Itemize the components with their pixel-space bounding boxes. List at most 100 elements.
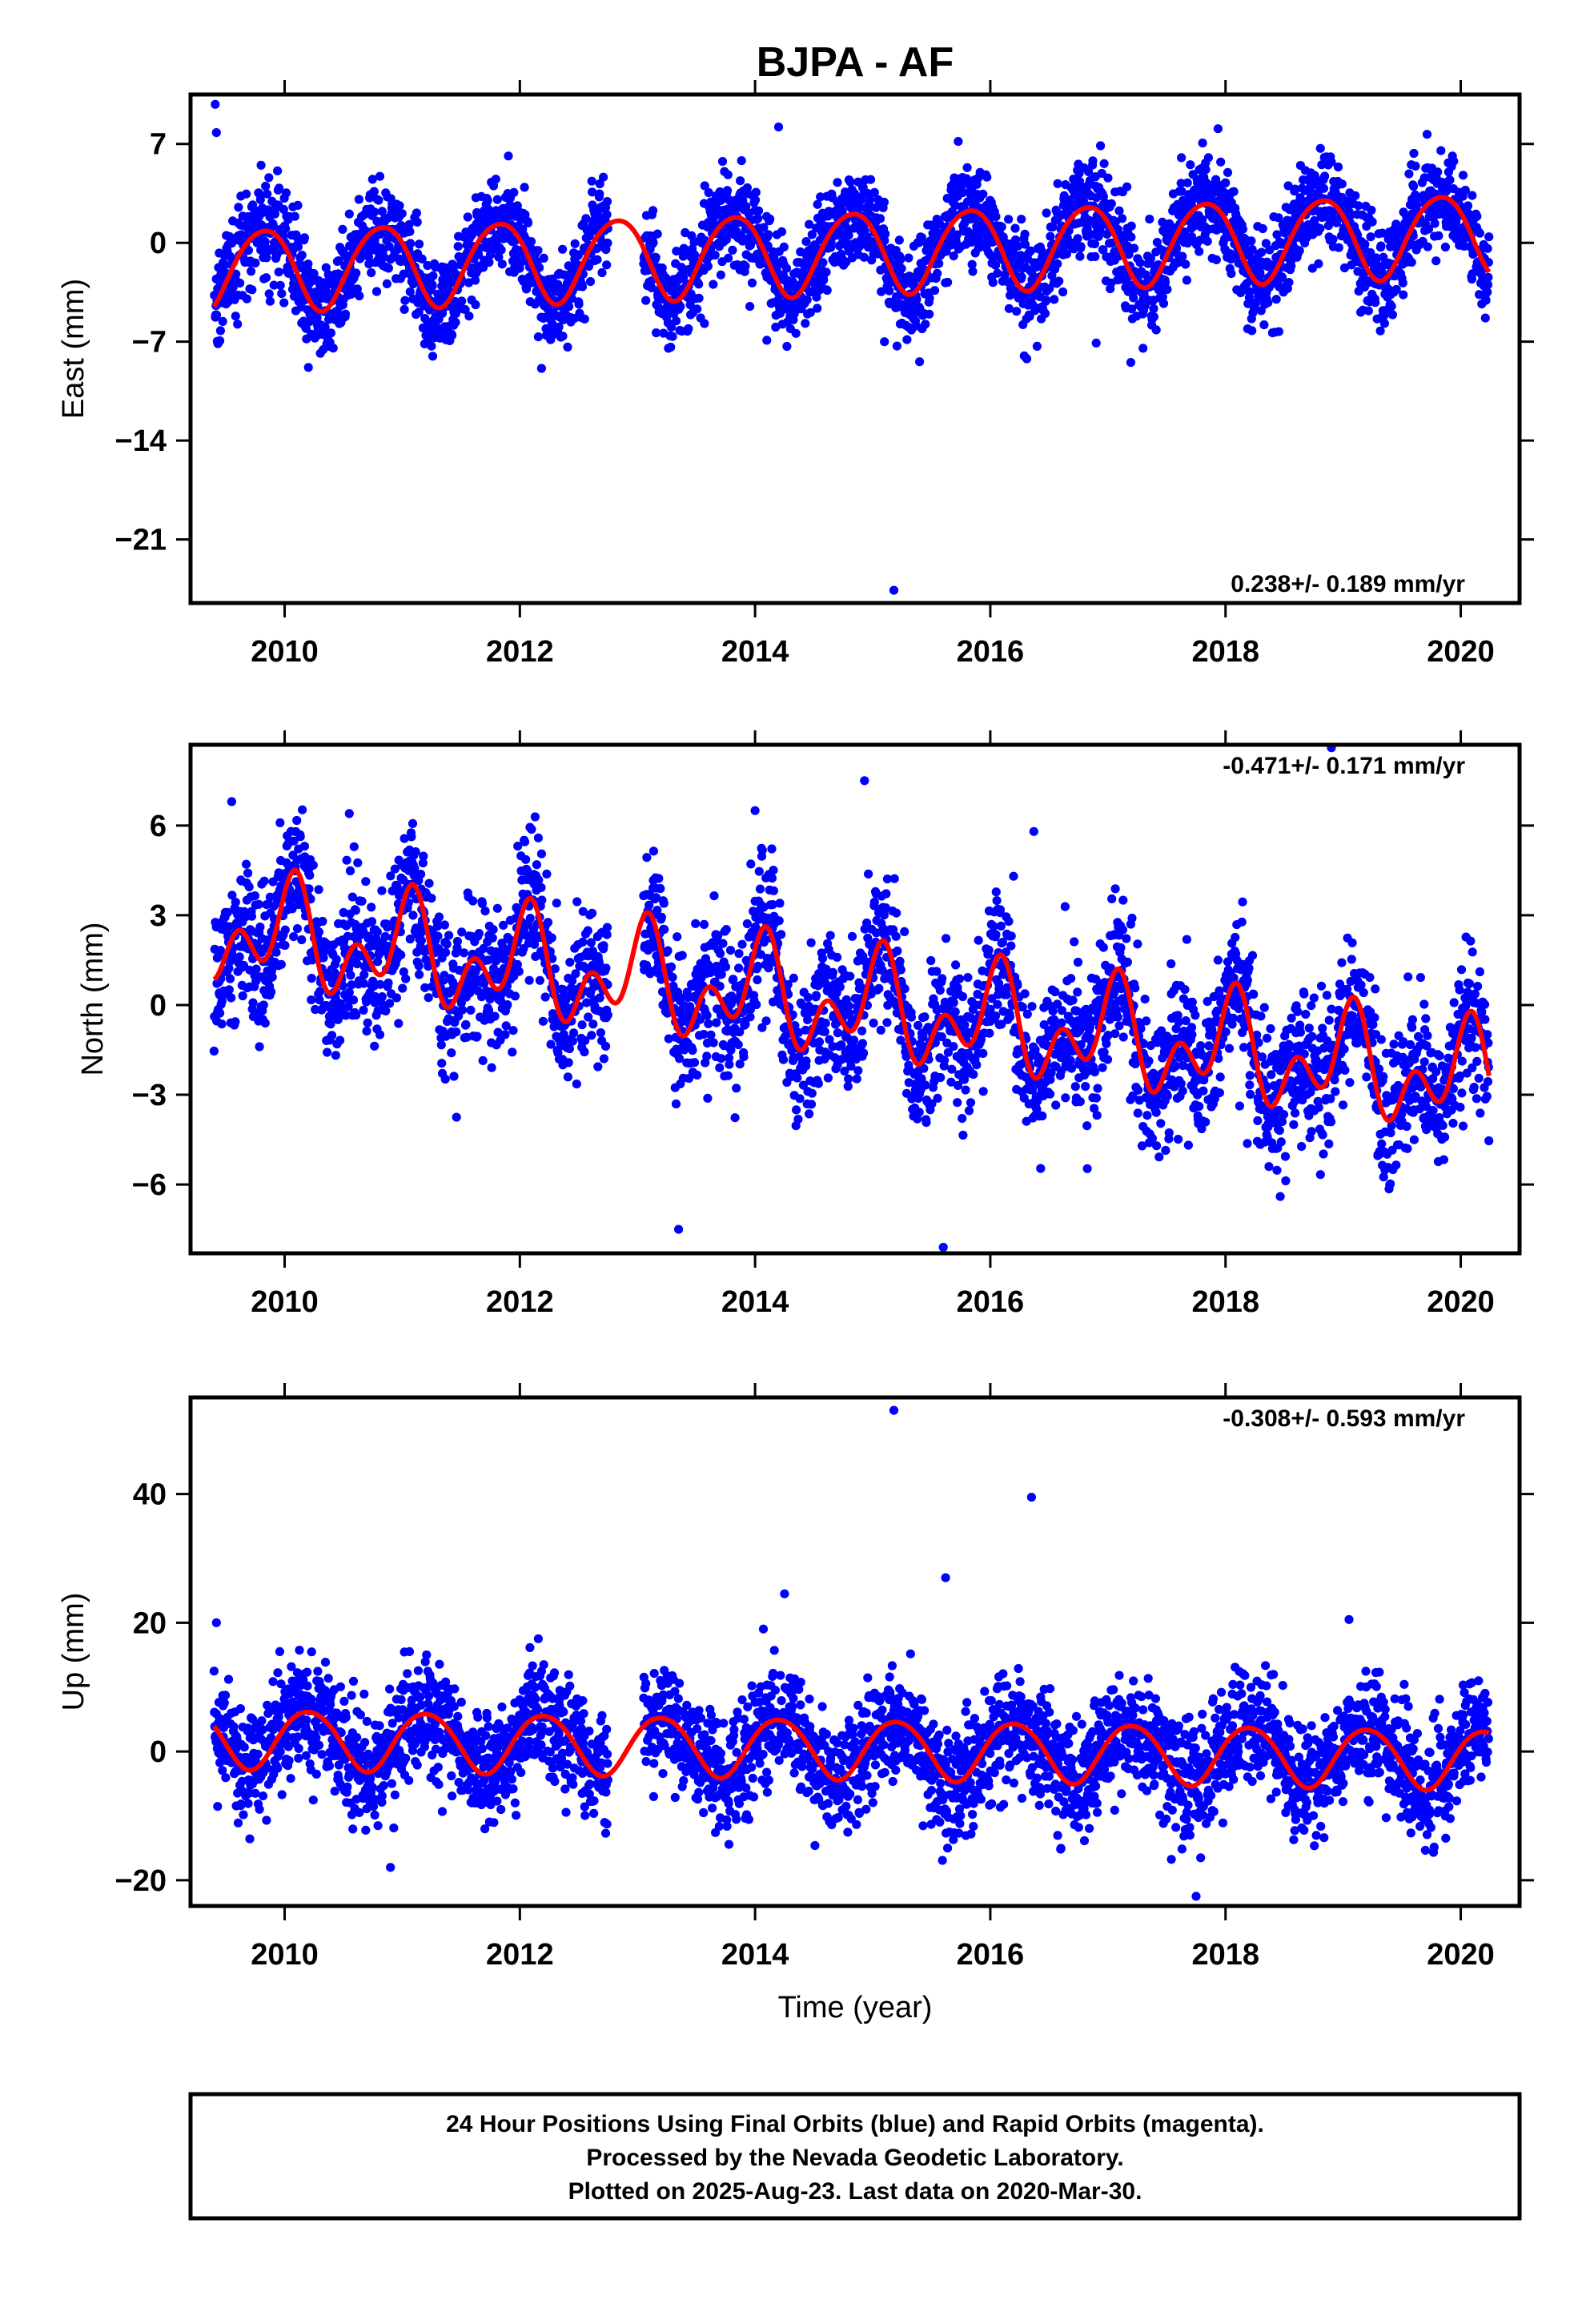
north-point <box>452 1027 461 1037</box>
east-point <box>648 206 658 215</box>
north-point <box>344 987 354 997</box>
east-point <box>277 289 287 299</box>
east-point <box>428 281 437 291</box>
east-point <box>399 269 408 279</box>
east-point <box>668 332 677 341</box>
north-point <box>224 985 234 995</box>
north-point <box>755 884 765 894</box>
east-point <box>1409 182 1419 191</box>
east-point <box>978 189 988 199</box>
east-point <box>497 259 507 269</box>
east-point <box>1103 173 1113 183</box>
east-point <box>293 242 303 251</box>
east-point <box>1315 223 1325 233</box>
east-point <box>902 335 912 344</box>
north-point <box>563 1072 573 1082</box>
east-point <box>242 294 251 304</box>
east-point <box>564 302 574 312</box>
east-point <box>215 326 225 336</box>
east-point <box>320 322 330 332</box>
north-point <box>474 929 484 939</box>
north-point <box>346 971 355 980</box>
north-point <box>401 974 411 983</box>
north-point <box>500 1030 510 1039</box>
east-point <box>915 357 925 367</box>
east-point <box>845 177 855 187</box>
north-point <box>538 1016 548 1026</box>
east-ytick-label: −14 <box>115 424 167 458</box>
east-point <box>822 285 832 296</box>
north-point <box>372 927 382 937</box>
north-point <box>267 972 277 982</box>
north-point <box>427 894 436 903</box>
east-point <box>641 296 651 305</box>
east-point <box>1472 211 1482 221</box>
east-point <box>1213 124 1223 134</box>
east-point <box>1319 183 1328 193</box>
north-point <box>803 992 813 1003</box>
east-point <box>460 305 470 315</box>
east-point <box>1284 278 1294 287</box>
north-point <box>725 1059 734 1069</box>
east-point <box>1422 130 1432 139</box>
east-point <box>1367 217 1377 227</box>
north-point <box>739 1052 749 1062</box>
east-point <box>722 186 733 195</box>
east-point <box>260 237 270 247</box>
east-point <box>751 187 761 197</box>
east-point <box>484 257 494 267</box>
north-point <box>769 866 778 875</box>
north-point <box>588 908 597 918</box>
east-point <box>1096 141 1106 151</box>
east-point <box>397 209 407 219</box>
east-point <box>1320 171 1330 181</box>
east-point <box>982 172 992 182</box>
east-outlier-point <box>889 585 899 595</box>
north-point <box>767 844 777 854</box>
north-point <box>535 975 545 985</box>
east-point <box>818 258 828 267</box>
east-point <box>1129 243 1139 253</box>
north-point <box>231 898 240 907</box>
east-point <box>648 238 658 247</box>
north-point <box>660 925 669 935</box>
north-point <box>318 916 327 927</box>
north-point <box>677 951 687 960</box>
east-frame <box>188 92 1522 605</box>
east-point <box>765 214 775 224</box>
east-point <box>652 229 662 239</box>
north-point <box>348 995 359 1005</box>
north-point <box>693 1070 702 1080</box>
east-point <box>1387 310 1397 320</box>
east-point <box>265 296 275 306</box>
north-point <box>259 876 269 886</box>
east-point <box>558 244 568 254</box>
east-point <box>747 278 757 287</box>
north-point <box>227 993 236 1003</box>
north-point <box>721 925 731 935</box>
east-point <box>1221 178 1231 187</box>
north-point <box>280 925 290 935</box>
north-point <box>792 1105 801 1115</box>
east-point <box>753 206 764 215</box>
east-outlier-point <box>1091 338 1101 348</box>
east-point <box>676 302 685 312</box>
north-point <box>331 1051 340 1060</box>
east-point <box>1274 327 1283 336</box>
north-point <box>452 1112 461 1122</box>
east-point <box>563 342 572 352</box>
east-point <box>1247 326 1257 336</box>
east-point <box>520 183 529 192</box>
east-point <box>954 137 963 147</box>
north-point <box>444 931 454 940</box>
north-point <box>578 937 588 947</box>
north-point <box>225 974 235 983</box>
east-point <box>933 268 942 278</box>
north-point <box>769 886 779 895</box>
north-point <box>436 1040 446 1050</box>
north-point <box>753 961 763 971</box>
north-point <box>730 1113 740 1123</box>
east-point <box>247 285 257 295</box>
north-point <box>801 1056 811 1066</box>
north-point <box>533 833 544 842</box>
